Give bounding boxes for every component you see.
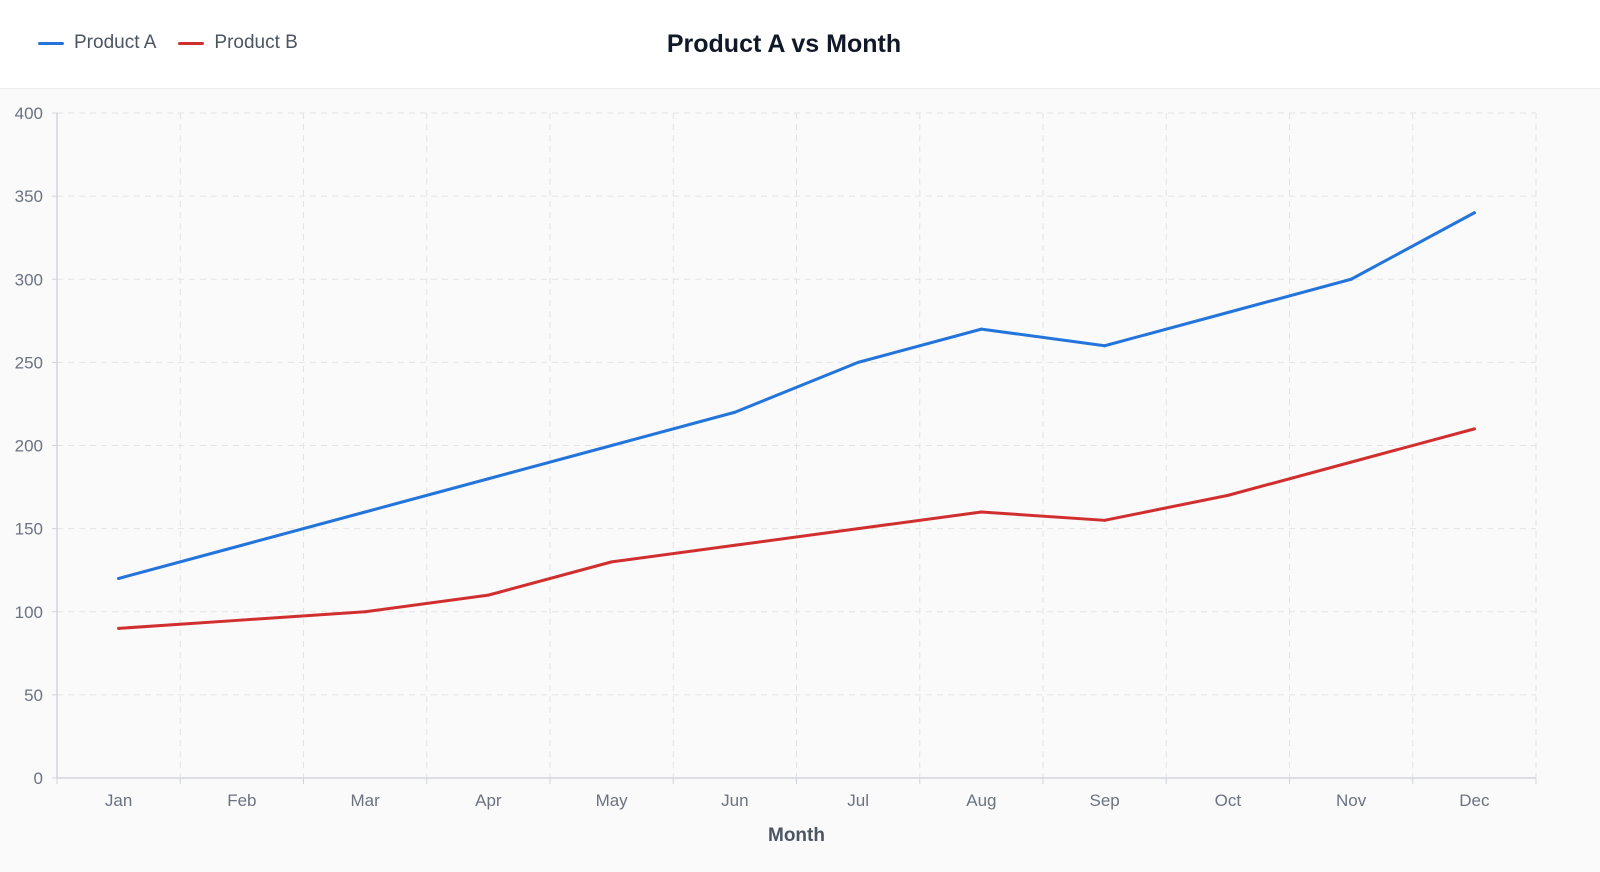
- data-point: [240, 618, 244, 622]
- y-tick-label: 150: [15, 520, 43, 539]
- x-tick-label: Jun: [721, 791, 748, 810]
- data-point: [363, 510, 367, 514]
- data-point: [486, 593, 490, 597]
- data-point: [1349, 460, 1353, 464]
- data-point: [1103, 518, 1107, 522]
- x-tick-label: Nov: [1336, 791, 1367, 810]
- x-tick-label: Jan: [105, 791, 132, 810]
- x-tick-label: Sep: [1090, 791, 1120, 810]
- data-point: [733, 543, 737, 547]
- x-tick-label: May: [596, 791, 629, 810]
- data-point: [363, 610, 367, 614]
- y-tick-label: 0: [34, 769, 43, 788]
- x-tick-label: Apr: [475, 791, 502, 810]
- data-point: [1103, 344, 1107, 348]
- data-point: [486, 477, 490, 481]
- data-point: [979, 510, 983, 514]
- data-point: [1226, 493, 1230, 497]
- data-point: [979, 327, 983, 331]
- y-tick-label: 300: [15, 270, 43, 289]
- x-tick-label: Feb: [227, 791, 256, 810]
- data-point: [117, 577, 121, 580]
- data-point: [240, 543, 244, 547]
- legend-swatch-product-b: [178, 41, 205, 45]
- data-point: [1472, 211, 1476, 215]
- legend-item-product-b[interactable]: Product B: [178, 32, 298, 54]
- legend: Product A Product B: [38, 32, 298, 54]
- data-point: [1472, 427, 1476, 431]
- x-tick-label: Mar: [350, 791, 380, 810]
- series-line-product-b: [117, 427, 1476, 630]
- data-point: [610, 560, 614, 564]
- chart-header: Product A Product B Product A vs Month: [0, 0, 1600, 89]
- x-tick-label: Jul: [847, 791, 869, 810]
- data-point: [733, 410, 737, 414]
- x-tick-label: Dec: [1459, 791, 1490, 810]
- plot-area: [0, 89, 1600, 872]
- legend-item-product-a[interactable]: Product A: [38, 32, 156, 54]
- y-tick-label: 50: [24, 686, 43, 705]
- legend-swatch-product-a: [38, 41, 64, 45]
- chart-title: Product A vs Month: [666, 30, 902, 58]
- legend-label: Product A: [74, 32, 157, 53]
- x-tick-label: Aug: [966, 791, 996, 810]
- x-axis-title: Month: [768, 825, 825, 846]
- data-point: [856, 360, 860, 364]
- data-point: [117, 626, 121, 630]
- legend-label: Product B: [214, 32, 298, 53]
- y-tick-label: 100: [15, 603, 43, 622]
- data-point: [856, 527, 860, 531]
- y-tick-label: 200: [15, 437, 43, 456]
- y-tick-label: 250: [15, 353, 43, 372]
- y-tick-label: 400: [15, 104, 43, 123]
- data-point: [1349, 277, 1353, 281]
- series-line-product-a: [117, 211, 1476, 580]
- y-tick-label: 350: [15, 187, 43, 206]
- x-tick-label: Oct: [1215, 791, 1242, 810]
- data-point: [610, 444, 614, 447]
- data-point: [1226, 311, 1230, 314]
